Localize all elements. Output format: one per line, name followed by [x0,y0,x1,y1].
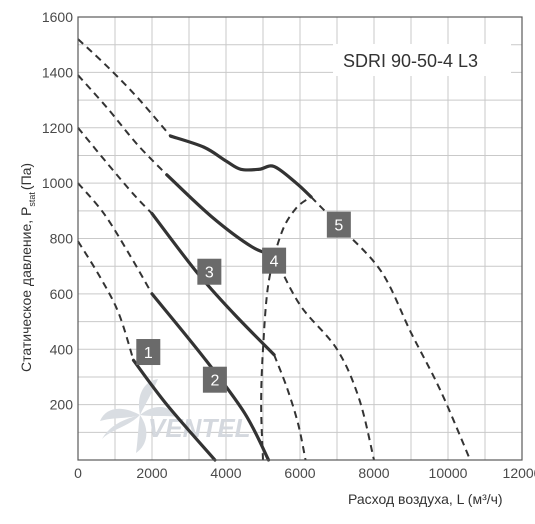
chart-title: SDRI 90-50-4 L3 [343,51,478,71]
grid [78,17,522,460]
series-curve-4 [165,173,276,257]
x-tick-label: 4000 [210,465,241,481]
series-curve-1 [131,358,217,462]
badge-label: 2 [210,373,219,390]
badge-box [202,366,227,393]
y-tick-label: 1400 [42,64,73,80]
x-tick-label: 6000 [284,465,315,481]
series-curve-3-tail [273,354,307,461]
y-axis-label: Статическое давление, Pstat (Па) [18,163,37,372]
x-axis-ticks: 0 2000 4000 6000 8000 10000 12000 [74,465,535,481]
x-tick-label: 0 [74,465,82,481]
series-curve-1-ext [77,240,135,361]
badge-label: 1 [144,345,153,362]
x-tick-label: 2000 [136,465,167,481]
series-curve-3-ext [77,127,153,215]
series-curve-3 [150,211,276,357]
y-tick-label: 200 [50,397,74,413]
watermark-text: VENTEL [148,413,251,443]
badge-box [136,339,161,366]
curve-badge-4: 4 [262,247,287,274]
curve-badge-2: 2 [202,366,227,393]
y-tick-label: 400 [50,341,74,357]
watermark: VENTEL [100,379,251,453]
badge-label: 4 [270,254,279,271]
y-tick-label: 1200 [42,120,73,136]
y-axis-label-sub: stat [27,192,37,207]
plot-frame [77,16,523,461]
badge-box [326,211,351,238]
curve-badge-3: 3 [197,258,222,285]
series-curve-5 [168,134,313,199]
x-tick-label: 8000 [358,465,389,481]
y-tick-label: 1000 [42,175,73,191]
series-curve-2-ext [77,182,153,295]
curve-badge-5: 5 [326,211,351,238]
title-box: SDRI 90-50-4 L3 [333,44,511,76]
badge-box [262,247,287,274]
y-axis-label-unit: (Па) [18,163,34,190]
badge-label: 3 [205,265,214,282]
y-tick-label: 600 [50,286,74,302]
y-axis-ticks: 200 400 600 800 1000 1200 1400 1600 [42,9,73,413]
x-tick-label: 10000 [429,465,468,481]
y-tick-label: 1600 [42,9,73,25]
badge-box [197,258,222,285]
badge-label: 5 [334,218,343,235]
y-tick-label: 800 [50,231,74,247]
series-curve-5-ext [77,38,172,137]
x-tick-label: 12000 [503,465,535,481]
fan-logo-icon [100,379,178,453]
series-curve-4-tail [273,254,375,461]
series-curve-boundary [260,196,312,461]
x-axis-label: Расход воздуха, L (м³/ч) [348,491,503,507]
series-curve-4-ext [77,74,168,176]
y-axis-label-main: Статическое давление, P [18,207,34,372]
curve-badges: 1 2 3 4 5 [136,211,351,393]
curve-badge-1: 1 [136,339,161,366]
